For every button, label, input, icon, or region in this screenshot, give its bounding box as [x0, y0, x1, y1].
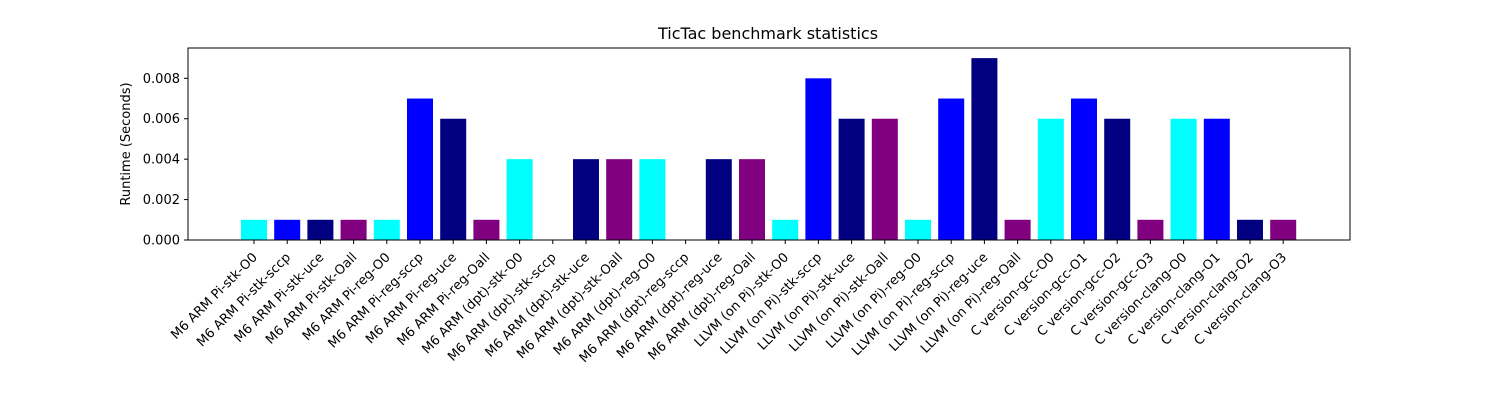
- bars-layer: [241, 58, 1297, 240]
- bar-1: [274, 219, 301, 240]
- bar-29: [1203, 118, 1230, 240]
- y-axis-label: Runtime (Seconds): [119, 82, 134, 205]
- bar-23: [1004, 219, 1031, 240]
- bar-0: [241, 219, 267, 240]
- y-tick-label-4: 0.008: [143, 72, 180, 87]
- y-tick-label-3: 0.006: [143, 112, 180, 127]
- bar-12: [639, 159, 666, 240]
- chart-title: TicTac benchmark statistics: [657, 24, 878, 43]
- bar-8: [506, 159, 533, 240]
- plot-area-frame: [187, 47, 1351, 241]
- y-tick-label-1: 0.002: [143, 193, 180, 208]
- bar-27: [1137, 219, 1164, 240]
- bar-7: [473, 219, 500, 240]
- bar-16: [772, 219, 799, 240]
- bar-21: [938, 98, 965, 240]
- bar-17: [805, 78, 832, 240]
- bar-22: [971, 58, 998, 240]
- bar-20: [905, 219, 931, 240]
- bar-26: [1104, 118, 1131, 240]
- bar-14: [705, 159, 732, 240]
- bar-19: [871, 118, 898, 240]
- bar-24: [1037, 118, 1064, 240]
- bar-5: [407, 98, 433, 240]
- bar-4: [373, 219, 400, 240]
- bar-15: [739, 159, 765, 240]
- bar-2: [307, 219, 334, 240]
- y-tick-label-0: 0.000: [143, 234, 180, 249]
- bar-11: [606, 159, 633, 240]
- bar-25: [1071, 98, 1097, 240]
- bar-10: [573, 159, 599, 240]
- bar-18: [838, 118, 865, 240]
- bar-30: [1237, 219, 1263, 240]
- bar-28: [1170, 118, 1197, 240]
- y-ticks-layer: 0.000 0.002 0.004 0.006 0.008: [143, 72, 188, 249]
- bar-31: [1270, 219, 1297, 240]
- bar-6: [440, 118, 467, 240]
- bar-3: [340, 219, 367, 240]
- y-tick-label-2: 0.004: [143, 153, 180, 168]
